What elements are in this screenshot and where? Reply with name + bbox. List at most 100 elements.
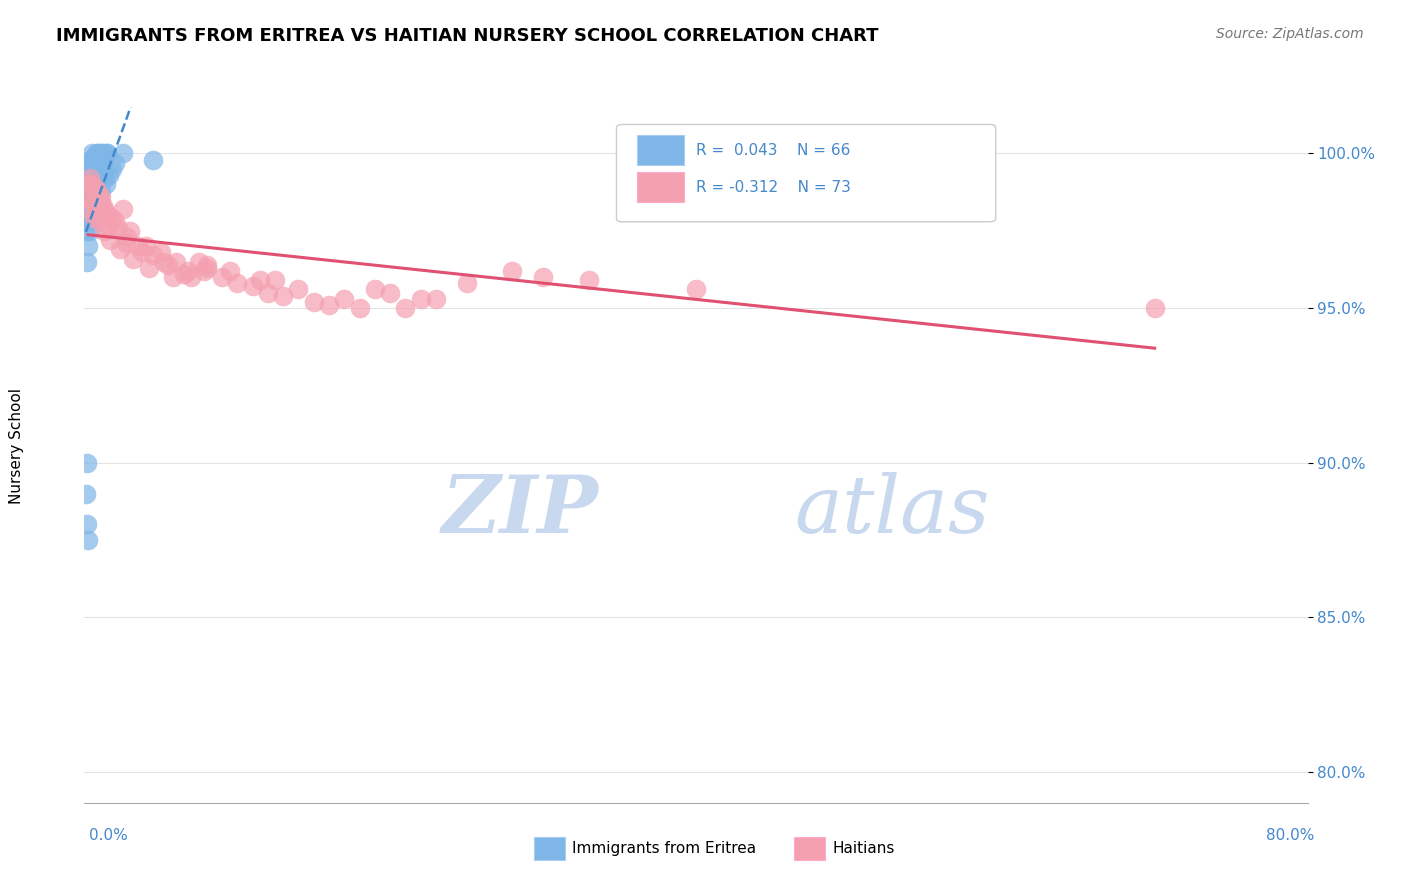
Point — [242, 279, 264, 293]
Point — [82, 202, 104, 216]
Text: Nursery School: Nursery School — [10, 388, 24, 504]
Point — [86, 146, 108, 161]
Point — [111, 202, 134, 216]
Point — [89, 159, 111, 173]
Point — [107, 220, 129, 235]
Point — [80, 193, 103, 207]
Point — [83, 174, 105, 188]
Point — [87, 171, 110, 186]
Point — [135, 239, 157, 253]
Point — [138, 260, 160, 275]
Point — [82, 165, 104, 179]
Point — [195, 258, 218, 272]
Point — [249, 273, 271, 287]
Point — [90, 195, 112, 210]
Point — [101, 161, 124, 176]
Point — [90, 146, 112, 161]
Point — [122, 252, 145, 266]
Point — [87, 153, 110, 167]
Point — [79, 199, 101, 213]
Point — [142, 248, 165, 262]
Point — [456, 277, 478, 291]
Point — [96, 208, 118, 222]
Text: 80.0%: 80.0% — [1267, 828, 1315, 843]
Point — [96, 146, 118, 161]
Point — [79, 184, 101, 198]
Point — [80, 214, 103, 228]
Point — [86, 174, 108, 188]
Point — [108, 242, 131, 256]
Point — [111, 146, 134, 161]
Point — [409, 292, 432, 306]
Text: R = -0.312    N = 73: R = -0.312 N = 73 — [696, 179, 851, 194]
Point — [80, 146, 103, 161]
Text: ZIP: ZIP — [441, 472, 598, 549]
Point — [94, 205, 117, 219]
Point — [101, 211, 124, 226]
Point — [77, 178, 100, 192]
Point — [180, 270, 202, 285]
Point — [84, 205, 107, 219]
Point — [685, 283, 707, 297]
Point — [83, 180, 105, 194]
Text: Haitians: Haitians — [832, 841, 894, 855]
Text: IMMIGRANTS FROM ERITREA VS HAITIAN NURSERY SCHOOL CORRELATION CHART: IMMIGRANTS FROM ERITREA VS HAITIAN NURSE… — [56, 27, 879, 45]
Point — [120, 224, 142, 238]
Text: Immigrants from Eritrea: Immigrants from Eritrea — [572, 841, 756, 855]
Text: 0.0%: 0.0% — [89, 828, 128, 843]
Point — [394, 301, 416, 315]
Point — [84, 178, 107, 192]
Bar — [637, 135, 683, 166]
Point — [76, 214, 98, 228]
Point — [195, 260, 218, 275]
Point — [94, 178, 117, 192]
Point — [115, 230, 138, 244]
Point — [84, 178, 107, 192]
Point — [501, 264, 523, 278]
Point — [76, 254, 98, 268]
Point — [79, 186, 101, 201]
Point — [79, 171, 101, 186]
Point — [157, 258, 180, 272]
Point — [76, 171, 98, 186]
Point — [77, 199, 100, 213]
Point — [97, 168, 120, 182]
FancyBboxPatch shape — [616, 124, 995, 222]
Point — [83, 186, 105, 201]
Point — [257, 285, 280, 300]
Point — [75, 486, 97, 500]
Point — [98, 233, 121, 247]
Point — [91, 159, 114, 173]
Point — [77, 161, 100, 176]
Point — [83, 211, 105, 226]
Point — [264, 273, 287, 287]
Point — [79, 224, 101, 238]
Point — [90, 184, 112, 198]
Point — [86, 184, 108, 198]
Point — [89, 146, 111, 161]
Point — [93, 146, 115, 161]
Point — [425, 292, 447, 306]
Point — [914, 193, 936, 207]
Point — [318, 298, 340, 312]
Point — [82, 195, 104, 210]
Point — [80, 178, 103, 192]
Point — [1143, 301, 1166, 315]
Point — [91, 165, 114, 179]
Point — [87, 190, 110, 204]
Point — [104, 155, 127, 169]
Point — [333, 292, 356, 306]
Point — [79, 153, 101, 167]
Point — [80, 168, 103, 182]
Point — [162, 270, 184, 285]
Text: atlas: atlas — [794, 472, 990, 549]
Point — [96, 146, 118, 161]
Point — [79, 208, 101, 222]
Text: Source: ZipAtlas.com: Source: ZipAtlas.com — [1216, 27, 1364, 41]
Point — [86, 184, 108, 198]
Point — [77, 193, 100, 207]
Point — [87, 168, 110, 182]
Point — [87, 190, 110, 204]
Point — [90, 190, 112, 204]
Point — [84, 161, 107, 176]
